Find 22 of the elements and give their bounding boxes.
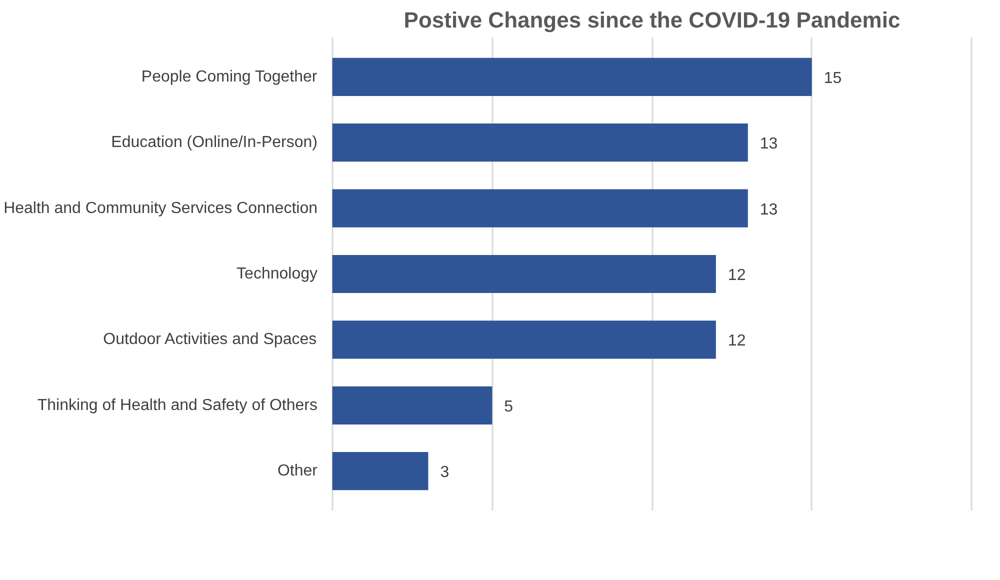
data-label: 13 — [760, 136, 778, 153]
y-tick-label: Outdoor Activities and Spaces — [103, 331, 317, 348]
y-tick-label: Education (Online/In-Person) — [111, 134, 318, 152]
bar — [332, 452, 428, 490]
data-label: 12 — [728, 267, 746, 284]
data-label: 12 — [728, 332, 746, 350]
bar — [332, 320, 716, 359]
y-tick-label: Other — [277, 462, 318, 480]
data-label: 5 — [504, 398, 514, 416]
data-label: 15 — [824, 70, 842, 87]
bar — [332, 386, 492, 424]
bar — [332, 58, 812, 96]
bar — [332, 189, 748, 228]
y-tick-label: Health and Community Services Connection — [4, 200, 318, 217]
bar — [332, 254, 716, 294]
bar — [332, 124, 748, 162]
data-label: 13 — [760, 201, 778, 218]
y-tick-label: Technology — [236, 266, 318, 282]
y-tick-label: Thinking of Health and Safety of Others — [37, 396, 318, 414]
chart-title: Postive Changes since the COVID-19 Pandemic — [404, 8, 900, 32]
y-tick-label: People Coming Together — [141, 68, 318, 86]
data-label: 3 — [440, 464, 450, 482]
